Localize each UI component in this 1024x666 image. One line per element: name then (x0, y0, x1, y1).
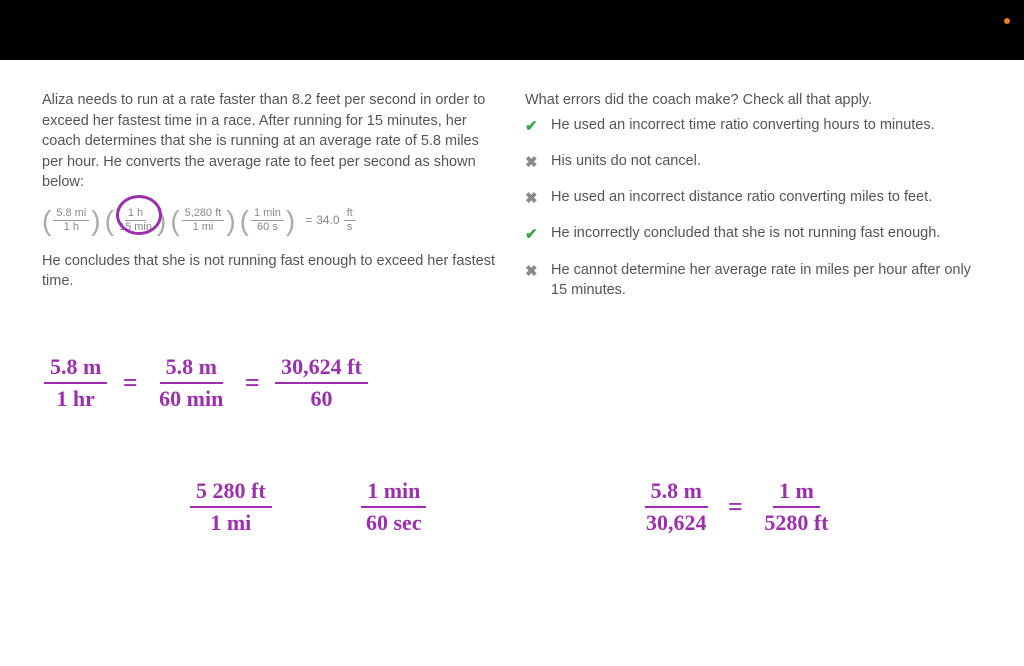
handwriting-bottom-3: 5.8 m30,624 = 1 m5280 ft (640, 478, 834, 536)
handwriting-top: 5.8 m1 hr = 5.8 m60 min = 30,624 ft60 (44, 354, 368, 412)
factor-3: 5,280 ft1 mi (170, 201, 235, 241)
left-column: Aliza needs to run at a rate faster than… (42, 90, 499, 315)
handwriting-bottom-2: 1 min60 sec (360, 478, 428, 536)
factor-2: 1 h15 min (105, 201, 167, 241)
cross-icon: ✖ (525, 261, 541, 282)
option-text: He cannot determine her average rate in … (551, 260, 982, 301)
option-text: He used an incorrect distance ratio conv… (551, 187, 932, 208)
cross-icon: ✖ (525, 152, 541, 173)
factor-4: 1 min60 s (240, 201, 296, 241)
option-3[interactable]: ✖ He used an incorrect distance ratio co… (525, 187, 982, 209)
check-icon: ✔ (525, 116, 541, 137)
option-text: His units do not cancel. (551, 151, 701, 172)
factor-1: 5.8 mi1 h (42, 201, 101, 241)
option-text: He incorrectly concluded that she is not… (551, 223, 940, 244)
option-4[interactable]: ✔ He incorrectly concluded that she is n… (525, 223, 982, 245)
question-text: What errors did the coach make? Check al… (525, 90, 982, 111)
handwriting-bottom-1: 5 280 ft1 mi (190, 478, 272, 536)
option-2[interactable]: ✖ His units do not cancel. (525, 151, 982, 173)
conversion-equation: 5.8 mi1 h 1 h15 min 5,280 ft1 mi 1 min60… (42, 201, 499, 241)
option-5[interactable]: ✖ He cannot determine her average rate i… (525, 260, 982, 301)
right-column: What errors did the coach make? Check al… (525, 90, 982, 315)
problem-paragraph-2: He concludes that she is not running fas… (42, 251, 499, 292)
cross-icon: ✖ (525, 188, 541, 209)
top-bar (0, 0, 1024, 60)
check-icon: ✔ (525, 224, 541, 245)
option-1[interactable]: ✔ He used an incorrect time ratio conver… (525, 115, 982, 137)
equation-result: = 34.0 fts (305, 207, 356, 234)
problem-paragraph-1: Aliza needs to run at a rate faster than… (42, 90, 499, 193)
option-text: He used an incorrect time ratio converti… (551, 115, 935, 136)
content-area: Aliza needs to run at a rate faster than… (0, 60, 1024, 315)
